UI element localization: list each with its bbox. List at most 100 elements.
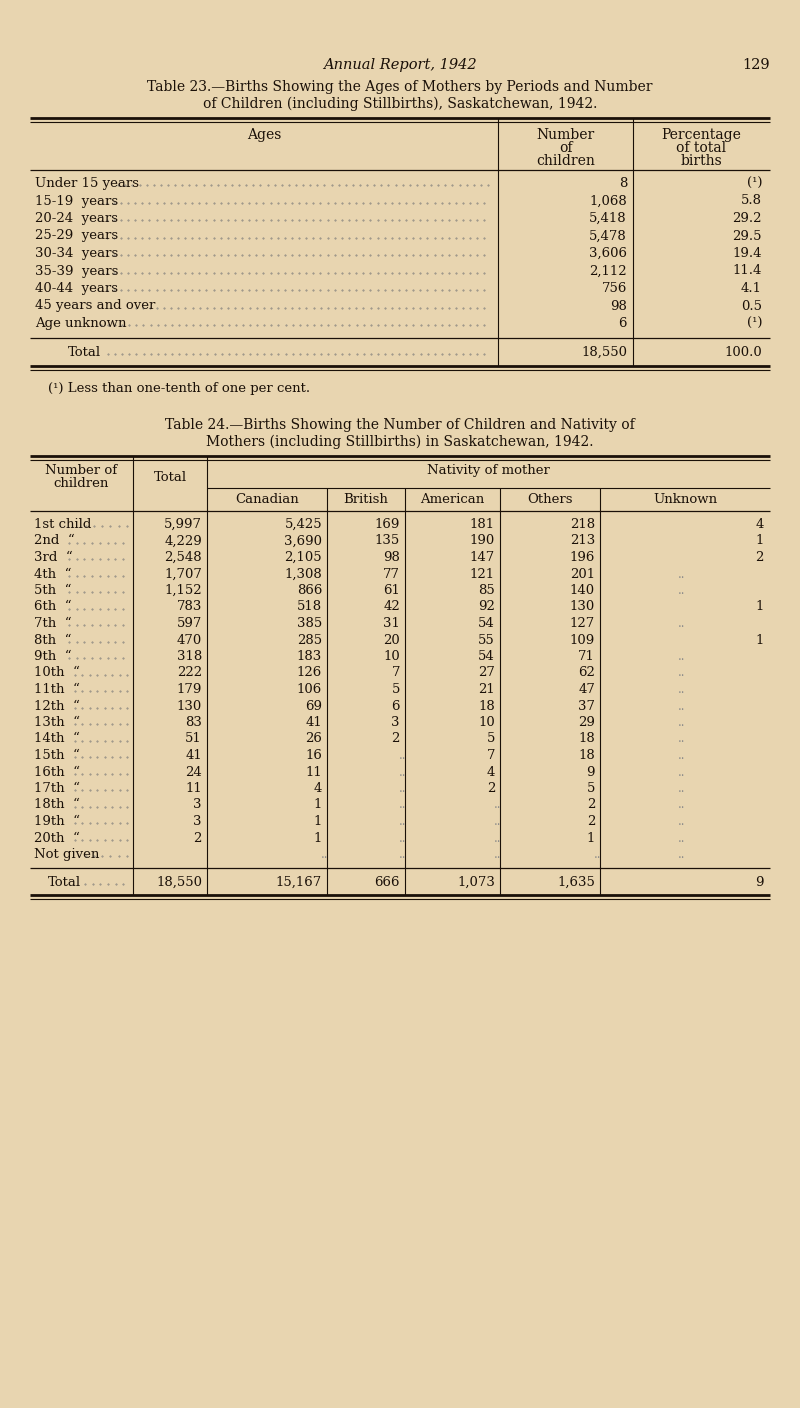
Text: 14th  “: 14th “ xyxy=(34,732,80,745)
Text: Age unknown: Age unknown xyxy=(35,317,126,329)
Text: Others: Others xyxy=(527,493,573,505)
Text: ..: .. xyxy=(678,781,686,796)
Text: ..: .. xyxy=(678,815,686,828)
Text: 42: 42 xyxy=(383,600,400,614)
Text: ..: .. xyxy=(678,567,686,580)
Text: 9th  “: 9th “ xyxy=(34,650,72,663)
Text: 1,152: 1,152 xyxy=(164,584,202,597)
Text: Unknown: Unknown xyxy=(653,493,717,505)
Text: 20th  “: 20th “ xyxy=(34,832,80,845)
Text: Number of: Number of xyxy=(46,465,118,477)
Text: of Children (including Stillbirths), Saskatchewan, 1942.: of Children (including Stillbirths), Sas… xyxy=(203,97,597,111)
Text: (¹): (¹) xyxy=(746,177,762,190)
Text: 98: 98 xyxy=(383,551,400,565)
Text: 4th  “: 4th “ xyxy=(34,567,71,580)
Text: children: children xyxy=(536,153,595,168)
Text: 285: 285 xyxy=(297,634,322,646)
Text: 55: 55 xyxy=(478,634,495,646)
Text: 196: 196 xyxy=(570,551,595,565)
Text: ..: .. xyxy=(678,617,686,629)
Text: 41: 41 xyxy=(306,717,322,729)
Text: Total: Total xyxy=(154,472,186,484)
Text: 100.0: 100.0 xyxy=(724,345,762,359)
Text: 31: 31 xyxy=(383,617,400,629)
Text: 385: 385 xyxy=(297,617,322,629)
Text: ..: .. xyxy=(398,815,406,828)
Text: 19.4: 19.4 xyxy=(733,246,762,260)
Text: 35-39  years: 35-39 years xyxy=(35,265,118,277)
Text: 85: 85 xyxy=(478,584,495,597)
Text: 4,229: 4,229 xyxy=(164,535,202,548)
Text: 213: 213 xyxy=(570,535,595,548)
Text: 15th  “: 15th “ xyxy=(34,749,80,762)
Text: ..: .. xyxy=(678,798,686,811)
Text: 135: 135 xyxy=(374,535,400,548)
Text: 54: 54 xyxy=(478,617,495,629)
Text: 2,548: 2,548 xyxy=(164,551,202,565)
Text: ..: .. xyxy=(678,584,686,597)
Text: 6: 6 xyxy=(391,700,400,712)
Text: Number: Number xyxy=(536,128,594,142)
Text: children: children xyxy=(54,477,109,490)
Text: ..: .. xyxy=(398,781,406,796)
Text: ..: .. xyxy=(594,848,602,862)
Text: 15,167: 15,167 xyxy=(276,876,322,888)
Text: 2,112: 2,112 xyxy=(590,265,627,277)
Text: 61: 61 xyxy=(383,584,400,597)
Text: 16th  “: 16th “ xyxy=(34,766,80,779)
Text: 3rd  “: 3rd “ xyxy=(34,551,73,565)
Text: ..: .. xyxy=(494,815,502,828)
Text: British: British xyxy=(343,493,389,505)
Text: 4: 4 xyxy=(314,781,322,796)
Text: 5th  “: 5th “ xyxy=(34,584,71,597)
Text: 29.5: 29.5 xyxy=(733,230,762,242)
Text: Percentage: Percentage xyxy=(662,128,742,142)
Text: 109: 109 xyxy=(570,634,595,646)
Text: 129: 129 xyxy=(742,58,770,72)
Text: 30-34  years: 30-34 years xyxy=(35,246,118,260)
Text: 6th  “: 6th “ xyxy=(34,600,72,614)
Text: 756: 756 xyxy=(602,282,627,296)
Text: of total: of total xyxy=(677,141,726,155)
Text: 29: 29 xyxy=(578,717,595,729)
Text: Total: Total xyxy=(48,876,81,888)
Text: 1,073: 1,073 xyxy=(457,876,495,888)
Text: of: of xyxy=(558,141,572,155)
Text: 15-19  years: 15-19 years xyxy=(35,194,118,207)
Text: 11: 11 xyxy=(306,766,322,779)
Text: 20: 20 xyxy=(383,634,400,646)
Text: 11th  “: 11th “ xyxy=(34,683,80,696)
Text: 222: 222 xyxy=(177,666,202,680)
Text: 1,308: 1,308 xyxy=(284,567,322,580)
Text: 1: 1 xyxy=(314,815,322,828)
Text: 37: 37 xyxy=(578,700,595,712)
Text: ..: .. xyxy=(678,732,686,745)
Text: ..: .. xyxy=(398,749,406,762)
Text: 2,105: 2,105 xyxy=(284,551,322,565)
Text: 1: 1 xyxy=(756,634,764,646)
Text: 1,068: 1,068 xyxy=(590,194,627,207)
Text: 121: 121 xyxy=(470,567,495,580)
Text: 10: 10 xyxy=(383,650,400,663)
Text: ..: .. xyxy=(678,700,686,712)
Text: 1: 1 xyxy=(314,832,322,845)
Text: 62: 62 xyxy=(578,666,595,680)
Text: 2: 2 xyxy=(392,732,400,745)
Text: 40-44  years: 40-44 years xyxy=(35,282,118,296)
Text: Table 24.—Births Showing the Number of Children and Nativity of: Table 24.—Births Showing the Number of C… xyxy=(165,418,635,432)
Text: 140: 140 xyxy=(570,584,595,597)
Text: 18: 18 xyxy=(578,749,595,762)
Text: 470: 470 xyxy=(177,634,202,646)
Text: ..: .. xyxy=(494,832,502,845)
Text: 2: 2 xyxy=(586,815,595,828)
Text: 181: 181 xyxy=(470,518,495,531)
Text: Mothers (including Stillbirths) in Saskatchewan, 1942.: Mothers (including Stillbirths) in Saska… xyxy=(206,435,594,449)
Text: ..: .. xyxy=(678,749,686,762)
Text: 106: 106 xyxy=(297,683,322,696)
Text: (¹) Less than one-tenth of one per cent.: (¹) Less than one-tenth of one per cent. xyxy=(48,382,310,396)
Text: 24: 24 xyxy=(186,766,202,779)
Text: American: American xyxy=(420,493,485,505)
Text: 130: 130 xyxy=(177,700,202,712)
Text: 98: 98 xyxy=(610,300,627,313)
Text: 1st child: 1st child xyxy=(34,518,91,531)
